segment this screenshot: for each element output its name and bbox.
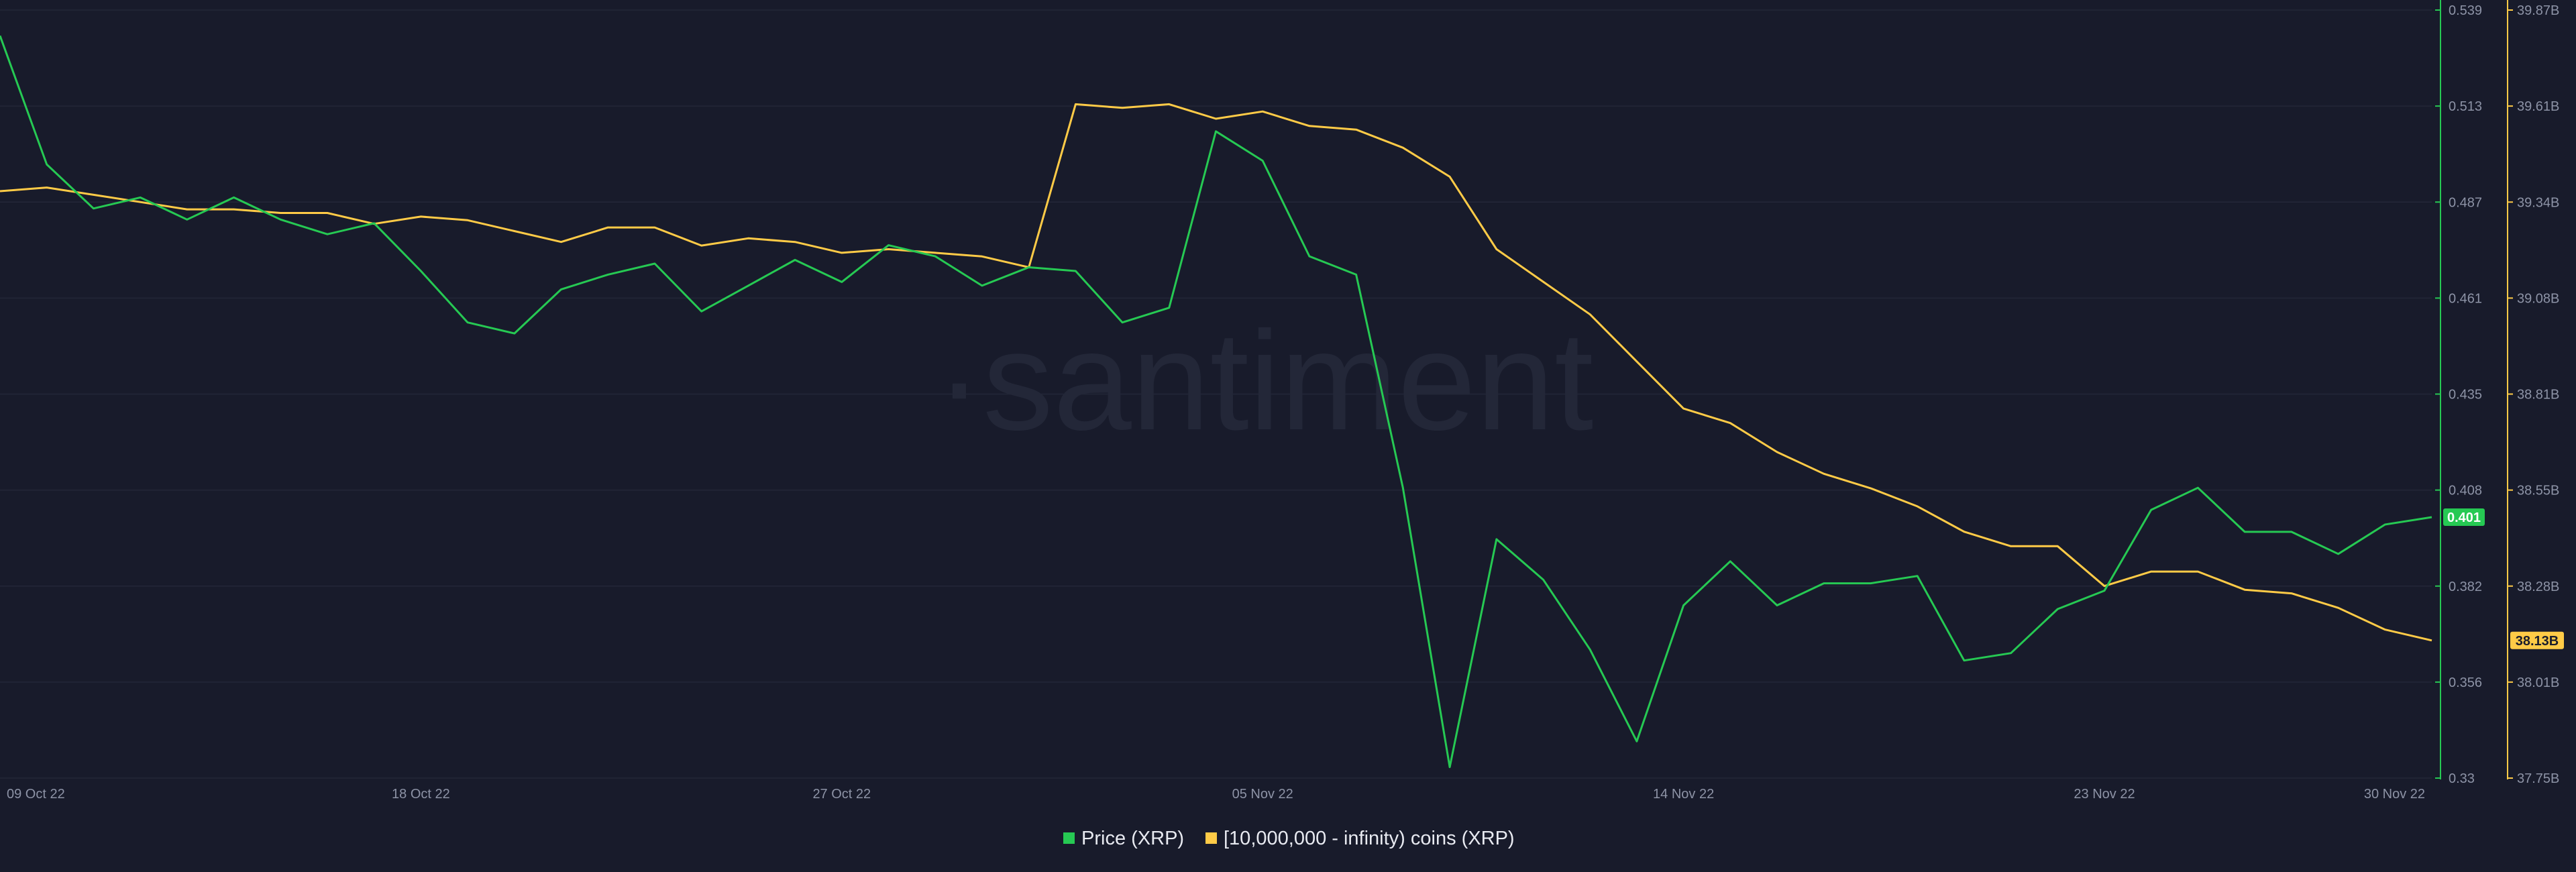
left-axis-tick-label: 0.513 bbox=[2449, 99, 2482, 114]
left-axis-tick-label: 0.408 bbox=[2449, 484, 2482, 498]
price-last-value-label: 0.401 bbox=[2447, 510, 2481, 525]
legend-price-swatch bbox=[1063, 832, 1075, 844]
holders-last-value-label: 38.13B bbox=[2516, 634, 2559, 649]
watermark: ·santiment bbox=[936, 302, 1593, 459]
x-axis-tick-label: 23 Nov 22 bbox=[2074, 787, 2135, 802]
last-value-badges: 0.401 38.13B bbox=[2443, 508, 2564, 649]
right-axis-tick-label: 37.75B bbox=[2517, 771, 2559, 786]
legend-price-label: Price (XRP) bbox=[1081, 828, 1184, 849]
series-layer bbox=[0, 35, 2432, 769]
left-axis-tick-label: 0.33 bbox=[2449, 771, 2475, 786]
left-axis-tick-label: 0.382 bbox=[2449, 580, 2482, 594]
grid-lines bbox=[0, 9, 2432, 779]
left-axis-tick-label: 0.539 bbox=[2449, 3, 2482, 18]
left-axis-tick-label: 0.435 bbox=[2449, 388, 2482, 402]
x-axis-tick-label: 09 Oct 22 bbox=[7, 787, 65, 802]
price-series-line bbox=[0, 35, 2432, 769]
x-axis-tick-label: 14 Nov 22 bbox=[1653, 787, 1714, 802]
price-last-value-badge bbox=[2443, 508, 2485, 527]
right-y-axis: 39.87B 39.61B 39.34B 39.08B 38.81B 38.55B 38.2… bbox=[2507, 0, 2559, 786]
legend-holders-swatch bbox=[1205, 832, 1217, 844]
holders-last-value-badge bbox=[2510, 631, 2564, 649]
right-axis-tick-label: 38.81B bbox=[2517, 388, 2559, 402]
holders-series-line bbox=[0, 103, 2432, 642]
x-axis-tick-label: 05 Nov 22 bbox=[1232, 787, 1293, 802]
right-axis-tick-label: 38.28B bbox=[2517, 580, 2559, 594]
right-axis-tick-label: 38.01B bbox=[2517, 675, 2559, 690]
x-axis-tick-label: 27 Oct 22 bbox=[812, 787, 871, 802]
left-axis-tick-label: 0.461 bbox=[2449, 291, 2482, 306]
legend-holders-label: [10,000,000 - infinity) coins (XRP) bbox=[1224, 828, 1515, 849]
right-axis-tick-label: 39.08B bbox=[2517, 291, 2559, 306]
left-y-axis: 0.539 0.513 0.487 0.461 0.435 0.408 0.382 0.356… bbox=[2435, 0, 2482, 786]
left-axis-tick-label: 0.487 bbox=[2449, 195, 2482, 210]
x-axis-tick-label: 30 Nov 22 bbox=[2364, 787, 2425, 802]
x-axis-tick-label: 18 Oct 22 bbox=[392, 787, 450, 802]
right-axis-tick-label: 39.87B bbox=[2517, 3, 2559, 18]
right-axis-tick-label: 39.34B bbox=[2517, 195, 2559, 210]
left-axis-tick-label: 0.356 bbox=[2449, 675, 2482, 690]
legend: Price (XRP) [10,000,000 - infinity) coins… bbox=[1063, 828, 1515, 849]
right-axis-tick-label: 39.61B bbox=[2517, 99, 2559, 114]
right-axis-tick-label: 38.55B bbox=[2517, 484, 2559, 498]
x-axis: 09 Oct 22 18 Oct 22 27 Oct 22 05 Nov 22 14 N… bbox=[7, 787, 2425, 802]
